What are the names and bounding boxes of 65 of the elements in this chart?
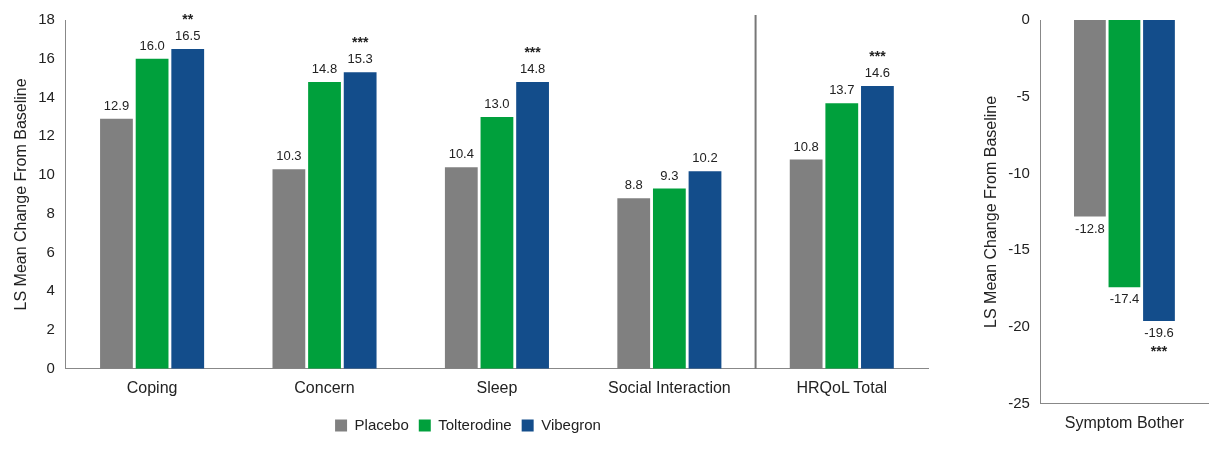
data-label: 14.6: [864, 64, 891, 80]
legend-label: Vibegron: [541, 415, 601, 433]
data-label: 12.9: [103, 97, 130, 113]
y-tick-label: 2: [46, 320, 55, 338]
bar: [135, 58, 169, 369]
data-label: 9.3: [660, 167, 679, 183]
y-tick-label: -15: [1008, 240, 1030, 258]
data-label: 10.2: [692, 150, 718, 166]
data-label: 10.8: [793, 138, 819, 154]
data-label: 16.5: [175, 28, 201, 44]
y-axis-title: LS Mean Change From Baseline: [982, 95, 1000, 328]
bar: [861, 85, 894, 369]
y-tick-label: 12: [38, 126, 55, 144]
y-tick-label: 10: [38, 165, 55, 183]
x-tick-label: Social Interaction: [608, 378, 731, 396]
y-tick-label: 6: [46, 242, 55, 260]
legend-label: Placebo: [354, 415, 409, 433]
y-tick-label: 4: [46, 281, 55, 299]
data-label: 16.0: [139, 37, 165, 53]
data-label: 14.8: [519, 61, 546, 77]
bar: [272, 169, 306, 369]
annotation: ***: [351, 34, 369, 51]
x-tick-label: Symptom Bother: [1064, 413, 1185, 431]
x-tick-label: Coping: [126, 378, 178, 396]
bar: [480, 116, 514, 369]
y-tick-label: -5: [1016, 86, 1030, 104]
y-tick-label: 0: [46, 358, 55, 376]
bar: [171, 49, 205, 369]
annotation: ***: [524, 43, 542, 60]
annotation: ***: [1150, 342, 1168, 359]
data-label: 10.3: [276, 148, 302, 164]
bar: [444, 167, 478, 369]
bar: [789, 159, 823, 369]
bar: [652, 188, 686, 369]
y-tick-label: 14: [38, 87, 55, 105]
data-label: 14.8: [311, 61, 338, 77]
data-label: 8.8: [624, 177, 643, 193]
data-label: -12.8: [1075, 220, 1105, 236]
y-tick-label: 16: [38, 48, 55, 66]
y-tick-label: 0: [1021, 10, 1030, 28]
y-tick-label: -25: [1008, 393, 1030, 411]
data-label: 15.3: [347, 51, 373, 67]
y-tick-label: 18: [38, 10, 55, 28]
x-tick-label: HRQoL Total: [796, 378, 888, 396]
data-label: 10.4: [448, 146, 474, 162]
y-axis-title: LS Mean Change From Baseline: [12, 78, 30, 311]
y-tick-label: -20: [1008, 317, 1030, 335]
legend-label: Tolterodine: [438, 415, 512, 433]
y-tick-label: -10: [1008, 163, 1030, 181]
y-tick-label: 8: [46, 203, 55, 221]
bar: [825, 103, 859, 369]
bar: [343, 72, 377, 369]
x-tick-label: Concern: [294, 378, 355, 396]
annotation: ***: [869, 47, 887, 64]
bar: [308, 82, 341, 369]
bar: [688, 171, 722, 369]
bar: [516, 82, 549, 369]
data-label: 13.0: [484, 95, 510, 111]
bar: [617, 198, 651, 369]
annotation: **: [182, 10, 194, 27]
data-label: 13.7: [829, 82, 855, 98]
bar: [100, 118, 133, 369]
data-label: -19.6: [1144, 324, 1174, 340]
x-tick-label: Sleep: [476, 378, 518, 396]
data-label: -17.4: [1109, 291, 1140, 307]
